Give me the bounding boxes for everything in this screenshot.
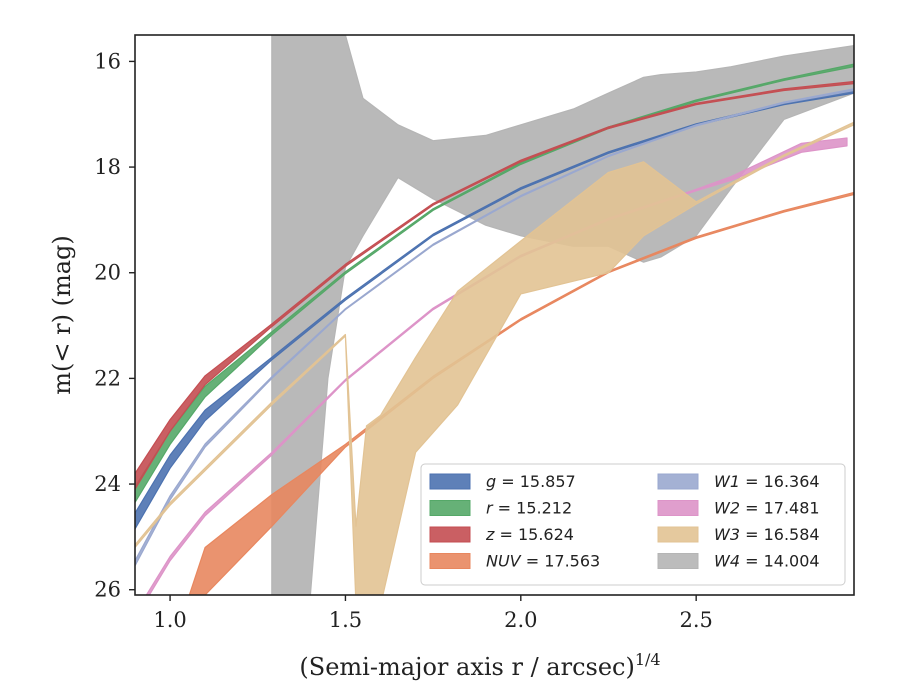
y-axis-label: m(< r) (mag)	[48, 235, 76, 394]
legend-swatch-r	[429, 500, 471, 516]
y-tick-label: 18	[94, 155, 121, 179]
legend-swatch-w2	[657, 500, 699, 516]
x-axis-label: (Semi-major axis r / arcsec)1/4	[299, 650, 660, 681]
series-band-g	[135, 89, 854, 530]
legend-label-w4: W4 = 14.004	[714, 552, 820, 571]
series-band-w4	[271, 35, 854, 595]
y-tick-label: 26	[94, 578, 121, 602]
x-tick-label: 1.5	[329, 608, 362, 632]
legend-swatch-w3	[657, 526, 699, 543]
x-tick-label: 2.0	[504, 608, 537, 632]
y-tick-label: 16	[94, 49, 121, 73]
plot-frame	[134, 34, 855, 596]
legend-label-w2: W2 = 17.481	[714, 499, 820, 518]
legend-label-z: z = 15.624	[485, 525, 574, 544]
ticks-layer: 1.0 1.5 2.0 2.5 16 18 20 22 24 26	[94, 49, 713, 632]
y-tick-label: 22	[94, 366, 121, 390]
series-band-w3	[135, 121, 854, 595]
series-layer	[135, 35, 854, 595]
legend-label-nuv: NUV = 17.563	[486, 552, 600, 571]
legend-swatch-w4	[657, 553, 699, 569]
x-axis-label-main: (Semi-major axis r / arcsec)	[299, 653, 634, 681]
x-axis-label-superscript: 1/4	[635, 650, 661, 669]
legend-label-g: g = 15.857	[486, 472, 576, 491]
legend-swatch-w1	[657, 473, 699, 490]
legend-frame	[420, 463, 846, 586]
series-band-w1	[135, 88, 854, 567]
x-tick-label: 2.5	[679, 608, 712, 632]
legend-swatch-g	[429, 473, 471, 490]
legend-swatch-nuv	[429, 553, 471, 569]
series-band-w2	[145, 137, 848, 595]
series-band-z	[135, 80, 854, 490]
legend: g = 15.857 r = 15.212 z = 15.624 NUV = 17.5…	[420, 463, 846, 586]
legend-label-w1: W1 = 16.364	[714, 472, 820, 491]
x-tick-label: 1.0	[153, 608, 186, 632]
y-tick-label: 20	[94, 261, 121, 285]
legend-label-w3: W3 = 16.584	[714, 525, 820, 544]
legend-swatch-z	[429, 526, 471, 543]
series-band-r	[135, 63, 854, 504]
legend-label-r: r = 15.212	[486, 499, 572, 518]
y-tick-label: 24	[94, 472, 121, 496]
